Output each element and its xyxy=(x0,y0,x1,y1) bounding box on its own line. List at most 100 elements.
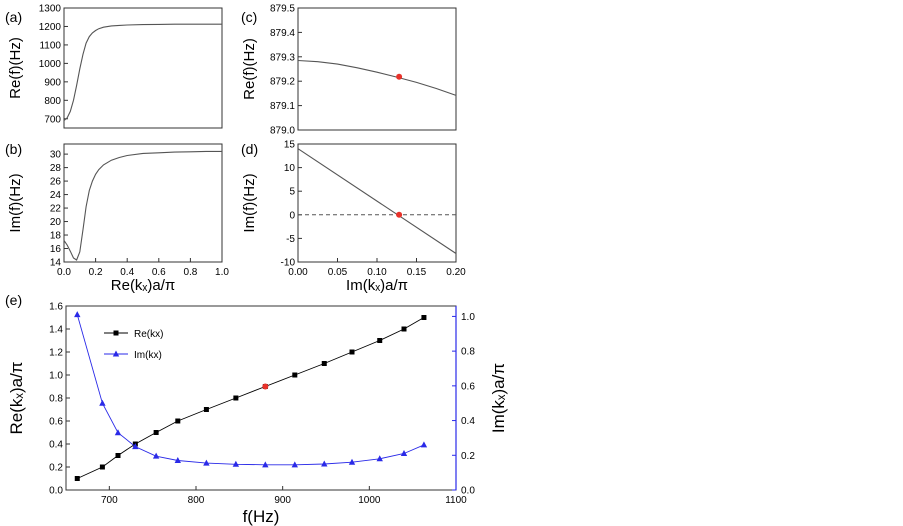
data-point-im xyxy=(321,460,328,467)
y-tick-label: 1.4 xyxy=(49,325,63,336)
x-tick-label: 900 xyxy=(274,495,291,506)
y-tick-label: 15 xyxy=(284,140,296,151)
series-line-1 xyxy=(297,59,457,96)
data-point-re xyxy=(115,453,121,458)
y-right-tick-label: 0.2 xyxy=(461,451,475,462)
y-right-tick-label: 0.6 xyxy=(461,381,475,392)
data-point-re xyxy=(401,326,407,332)
x-tick-label: 0.4 xyxy=(120,267,134,278)
panel-label: (b) xyxy=(5,141,22,157)
y-axis-title: Im(f)(Hz) xyxy=(7,173,24,232)
data-point-re xyxy=(99,464,105,470)
y-axis-title: Re(f)(Hz) xyxy=(241,38,258,100)
panel-d: (d) -10 -5 0 5 10 15 0.00 0.05 0.10 0.15 0.20 Im(f)(… xyxy=(241,140,466,295)
series-line-1 xyxy=(297,148,457,254)
y-tick-label: 879.1 xyxy=(270,101,295,112)
y-tick-label: 879.4 xyxy=(270,28,295,39)
y-right-tick-label: 1.0 xyxy=(461,312,475,323)
y-tick-label: 0.0 xyxy=(49,486,63,497)
data-point-im xyxy=(400,450,408,457)
panel-c: (c) 879.0 879.1 879.2 879.3 879.4 879.5 Re(f)(H… xyxy=(241,4,457,137)
panel-e: (e) 0.0 0.2 0.4 0.6 0.8 1.0 1.2 1.4 1.6 700 800 900 1… xyxy=(5,292,508,526)
x-tick-label: 0.8 xyxy=(183,267,197,278)
data-point-re xyxy=(421,315,427,320)
x-tick-label: 0.15 xyxy=(407,267,427,278)
data-point-re xyxy=(233,395,239,401)
y-tick-label: 30 xyxy=(50,150,62,161)
y-right-tick-label: 0.0 xyxy=(461,486,475,497)
y-tick-label: 10 xyxy=(284,163,296,174)
data-point-re xyxy=(292,372,298,378)
panel-label: (e) xyxy=(5,292,22,308)
y-tick-label: 1.6 xyxy=(49,302,63,313)
highlight-point xyxy=(396,211,403,218)
y-axis-title: Re(f)(Hz) xyxy=(7,37,24,99)
y-right-axis-title: Im(kₓ)a/π xyxy=(489,363,508,433)
x-tick-label: 0.0 xyxy=(57,267,71,278)
y-tick-label: 0.2 xyxy=(49,463,63,474)
data-point-re xyxy=(74,476,80,481)
y-tick-label: 0.8 xyxy=(49,394,63,405)
data-point-re xyxy=(377,338,383,343)
y-tick-label: 900 xyxy=(44,77,61,88)
y-tick-label: 22 xyxy=(50,204,62,215)
x-tick-label: 0.00 xyxy=(288,267,308,278)
y-tick-label: 879.2 xyxy=(270,77,295,88)
panel-b: (b) 14 16 18 20 22 24 26 28 30 0.0 0.2 0.4 0.6 0.8 1.0 I… xyxy=(5,141,229,294)
data-point-re xyxy=(175,418,181,424)
x-axis-title: f(Hz) xyxy=(243,507,280,526)
y-tick-label: 700 xyxy=(44,114,61,125)
data-point-im xyxy=(174,456,181,463)
x-tick-label: 700 xyxy=(101,495,118,506)
y-tick-label: 5 xyxy=(289,187,295,198)
data-point-im xyxy=(132,443,139,450)
x-axis-title: Im(kₓ)a/π xyxy=(346,277,408,294)
x-tick-label: 0.05 xyxy=(328,267,348,278)
data-point-im xyxy=(420,441,428,448)
plot-frame xyxy=(63,7,223,129)
panel-a: (a) 700 800 900 1000 1100 1200 1300 Re(f)(Hz) xyxy=(5,4,223,129)
data-point-im xyxy=(114,429,122,436)
series-line-1 xyxy=(63,150,222,261)
y-tick-label: 879.5 xyxy=(270,4,295,15)
x-tick-label: 0.2 xyxy=(89,267,103,278)
data-point-im xyxy=(376,455,383,462)
x-tick-label: 0.6 xyxy=(152,267,166,278)
y-tick-label: 1000 xyxy=(39,59,62,70)
plot-frame xyxy=(297,143,457,263)
y-tick-label: 24 xyxy=(50,190,62,201)
y-tick-label: 20 xyxy=(50,217,62,228)
plot-frame xyxy=(65,305,457,491)
data-point-im xyxy=(99,399,106,406)
x-tick-label: 0.20 xyxy=(446,267,466,278)
x-tick-label: 1100 xyxy=(445,495,467,506)
data-point-re xyxy=(321,361,327,366)
y-tick-label: 879.0 xyxy=(270,126,295,137)
highlight-point xyxy=(396,73,403,80)
data-point-im xyxy=(262,461,269,468)
plot-frame xyxy=(63,143,223,263)
panel-label: (c) xyxy=(241,9,257,25)
y-tick-label: 879.3 xyxy=(270,52,295,63)
data-point-re xyxy=(203,407,209,412)
legend-label: Re(kx) xyxy=(134,329,163,340)
data-point-im xyxy=(152,452,160,459)
data-point-re xyxy=(349,349,355,355)
series-line-1 xyxy=(63,23,222,122)
y-tick-label: 1.2 xyxy=(49,348,63,359)
data-point-re xyxy=(153,430,159,435)
y-tick-label: 1200 xyxy=(39,22,62,33)
y-tick-label: 26 xyxy=(50,177,62,188)
highlight-point xyxy=(262,383,269,390)
y-axis-title: Im(f)(Hz) xyxy=(241,173,258,232)
y-right-tick-label: 0.8 xyxy=(461,347,475,358)
x-tick-label: 0.10 xyxy=(367,267,387,278)
data-point-im xyxy=(203,459,210,466)
panel-label: (a) xyxy=(5,9,22,25)
legend-label: Im(kx) xyxy=(134,350,162,361)
x-tick-label: 800 xyxy=(188,495,205,506)
y-tick-label: -5 xyxy=(286,234,295,245)
plot-frame xyxy=(297,7,457,131)
y-tick-label: 1.0 xyxy=(49,371,63,382)
legend-marker xyxy=(113,330,119,336)
